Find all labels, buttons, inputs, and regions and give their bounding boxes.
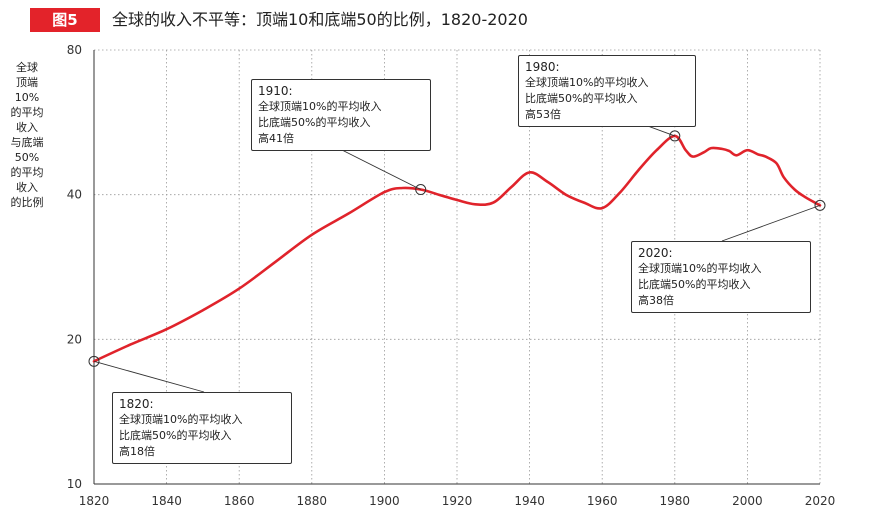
y-tick-label: 20: [67, 332, 82, 346]
callout-1980: 1980: 全球顶端10%的平均收入 比底端50%的平均收入 高53倍: [518, 55, 696, 127]
highlight-point: [415, 184, 427, 196]
callout-line: 比底端50%的平均收入: [638, 278, 751, 291]
callout-year: 1910:: [258, 84, 293, 98]
x-tick-label: 1960: [587, 494, 618, 508]
callout-leader-line: [93, 360, 205, 393]
callout-line: 高18倍: [119, 445, 155, 458]
figure-number-badge: 图5: [30, 8, 100, 32]
callout-line: 全球顶端10%的平均收入: [638, 262, 762, 275]
callout-year: 1820:: [119, 397, 154, 411]
callout-2020: 2020: 全球顶端10%的平均收入 比底端50%的平均收入 高38倍: [631, 241, 811, 313]
y-axis-label: 全球 顶端 10% 的平均 收入 与底端 50% 的平均 收入 的比例: [8, 60, 46, 210]
y-axis-label-line: 顶端: [16, 76, 38, 89]
chart-title: 全球的收入不平等：顶端10和底端50的比例，1820-2020: [112, 10, 528, 29]
y-axis-label-line: 全球: [16, 61, 38, 74]
y-axis-label-line: 与底端: [10, 136, 44, 149]
y-axis-label-line: 的平均: [10, 106, 44, 119]
y-axis-label-line: 10%: [14, 91, 40, 104]
series-line: [92, 134, 822, 363]
callout-line: 全球顶端10%的平均收入: [525, 76, 649, 89]
x-tick-label: 1880: [297, 494, 328, 508]
y-tick-label: 40: [67, 188, 82, 202]
y-axis-label-line: 的平均: [10, 166, 44, 179]
y-tick-label: 80: [67, 43, 82, 57]
x-tick-label: 1900: [369, 494, 400, 508]
y-axis-label-line: 50%: [14, 151, 40, 164]
callout-line: 全球顶端10%的平均收入: [119, 413, 243, 426]
callout-1820: 1820: 全球顶端10%的平均收入 比底端50%的平均收入 高18倍: [112, 392, 292, 464]
callout-line: 比底端50%的平均收入: [525, 92, 638, 105]
callout-line: 高38倍: [638, 294, 674, 307]
callout-leader-line: [339, 148, 421, 190]
highlight-point: [669, 130, 681, 142]
callout-year: 1980:: [525, 60, 560, 74]
x-tick-label: 2020: [805, 494, 836, 508]
callout-line: 全球顶端10%的平均收入: [258, 100, 382, 113]
x-tick-label: 1940: [514, 494, 545, 508]
x-tick-label: 1860: [224, 494, 255, 508]
highlight-point: [814, 199, 826, 211]
callout-leader-line: [721, 204, 821, 242]
callout-1910: 1910: 全球顶端10%的平均收入 比底端50%的平均收入 高41倍: [251, 79, 431, 151]
callout-line: 高41倍: [258, 132, 294, 145]
y-tick-label: 10: [67, 477, 82, 491]
y-axis-label-line: 收入: [16, 181, 38, 194]
callout-line: 比底端50%的平均收入: [258, 116, 371, 129]
x-tick-label: 1820: [79, 494, 110, 508]
callout-line: 高53倍: [525, 108, 561, 121]
x-tick-label: 2000: [732, 494, 763, 508]
callout-line: 比底端50%的平均收入: [119, 429, 232, 442]
callout-year: 2020:: [638, 246, 673, 260]
y-axis-label-line: 的比例: [10, 196, 44, 209]
x-tick-label: 1840: [151, 494, 182, 508]
y-axis-label-line: 收入: [16, 121, 38, 134]
x-tick-label: 1980: [660, 494, 691, 508]
highlight-point: [88, 355, 100, 367]
x-tick-label: 1920: [442, 494, 473, 508]
